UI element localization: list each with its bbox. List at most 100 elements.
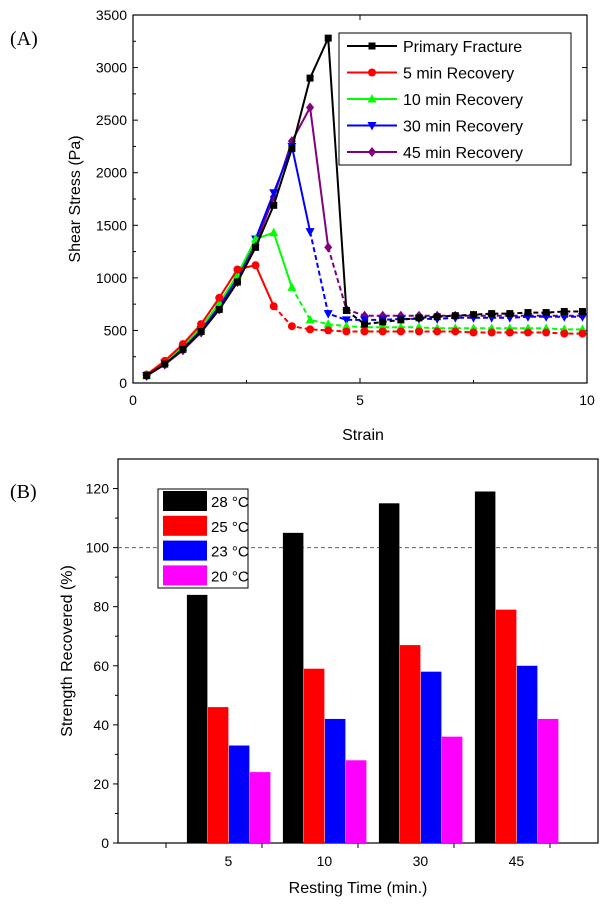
data-point bbox=[269, 302, 278, 311]
legend-label: 28 °C bbox=[211, 494, 249, 511]
y-tick-label-b: 120 bbox=[86, 481, 110, 497]
x-axis-label-b: Resting Time (min.) bbox=[289, 880, 428, 897]
legend-swatch bbox=[163, 515, 207, 536]
y-tick-label-a: 2500 bbox=[96, 112, 127, 128]
legend-label: 10 min Recovery bbox=[403, 92, 523, 109]
bar bbox=[249, 772, 271, 843]
data-point bbox=[578, 308, 586, 316]
y-tick-label-b: 0 bbox=[101, 835, 109, 851]
data-point bbox=[324, 34, 332, 42]
legend-marker bbox=[368, 68, 376, 77]
data-point bbox=[470, 311, 477, 319]
data-point bbox=[451, 312, 459, 320]
data-point bbox=[306, 102, 315, 113]
data-point bbox=[233, 278, 241, 286]
data-point bbox=[378, 327, 387, 336]
data-point bbox=[342, 306, 350, 314]
bar bbox=[516, 665, 538, 843]
y-tick-label-a: 1500 bbox=[96, 217, 127, 233]
data-point bbox=[305, 228, 315, 237]
legend-label: 5 min Recovery bbox=[403, 66, 514, 83]
series-line-solid bbox=[146, 37, 348, 377]
data-point bbox=[251, 261, 260, 270]
y-tick-label-b: 20 bbox=[93, 776, 109, 792]
data-point bbox=[433, 327, 442, 336]
series-line-solid bbox=[146, 104, 330, 377]
panel-b-label: (B) bbox=[10, 481, 37, 503]
bar bbox=[207, 707, 229, 843]
bar bbox=[378, 503, 400, 843]
data-point bbox=[397, 316, 405, 324]
bar bbox=[420, 671, 442, 843]
bar bbox=[324, 718, 346, 843]
data-point bbox=[287, 322, 296, 331]
data-point bbox=[469, 328, 478, 337]
bar bbox=[537, 718, 559, 843]
panel-a-label: (A) bbox=[10, 28, 38, 50]
legend-label: 25 °C bbox=[211, 519, 249, 536]
legend-label: 20 °C bbox=[211, 568, 249, 585]
data-point bbox=[396, 327, 405, 336]
series-line-dashed bbox=[327, 247, 583, 317]
data-point bbox=[415, 314, 423, 322]
data-point bbox=[360, 327, 369, 336]
data-point bbox=[560, 329, 569, 338]
data-point bbox=[215, 305, 223, 313]
data-point bbox=[451, 327, 460, 336]
y-tick-label-a: 0 bbox=[119, 375, 127, 391]
y-tick-label-b: 80 bbox=[93, 599, 109, 615]
data-point bbox=[542, 309, 550, 317]
y-tick-label-a: 2000 bbox=[96, 165, 127, 181]
data-point bbox=[559, 313, 569, 322]
legend-marker bbox=[367, 122, 377, 131]
data-point bbox=[252, 243, 260, 251]
bar bbox=[282, 532, 304, 843]
data-point bbox=[197, 320, 206, 329]
data-point bbox=[524, 309, 532, 317]
data-point bbox=[577, 313, 587, 322]
series-group bbox=[142, 227, 587, 379]
data-point bbox=[270, 201, 278, 209]
data-point bbox=[488, 310, 496, 318]
x-tick-label-b: 10 bbox=[317, 853, 333, 869]
data-point bbox=[233, 265, 242, 274]
y-tick-label-b: 60 bbox=[93, 658, 109, 674]
data-point bbox=[505, 328, 514, 337]
data-point bbox=[306, 74, 314, 82]
series-line-dashed bbox=[272, 305, 583, 335]
bar bbox=[186, 594, 208, 843]
legend-marker bbox=[368, 147, 376, 157]
legend-a: Primary Fracture 5 min Recovery 10 min Rec… bbox=[338, 32, 572, 166]
series-line-solid bbox=[146, 142, 312, 377]
data-point bbox=[578, 329, 587, 338]
y-axis-label-a: Shear Stress (Pa) bbox=[67, 135, 84, 262]
data-point bbox=[341, 316, 351, 325]
x-tick-label-a: 5 bbox=[356, 392, 364, 408]
bar bbox=[495, 609, 517, 843]
data-point bbox=[288, 145, 296, 153]
data-point bbox=[324, 326, 333, 335]
data-point bbox=[342, 327, 351, 336]
data-point bbox=[161, 360, 169, 368]
x-tick-label-b: 45 bbox=[509, 853, 525, 869]
legend-swatch bbox=[163, 540, 207, 561]
y-tick-label-a: 3000 bbox=[96, 60, 127, 76]
x-axis-label-a: Strain bbox=[342, 427, 384, 444]
series-group bbox=[143, 34, 586, 380]
legend-label: 23 °C bbox=[211, 544, 249, 561]
y-tick-label-b: 40 bbox=[93, 717, 109, 733]
legend-swatch bbox=[163, 565, 207, 586]
series-group bbox=[142, 142, 587, 381]
data-point bbox=[433, 313, 441, 321]
data-point bbox=[323, 310, 333, 319]
legend-swatch bbox=[163, 491, 207, 511]
data-point bbox=[269, 189, 279, 198]
legend-b: 28 °C 25 °C 23 °C 20 °C bbox=[157, 488, 249, 589]
bar bbox=[441, 736, 463, 843]
y-tick-label-a: 500 bbox=[104, 322, 128, 338]
data-point bbox=[305, 314, 315, 324]
series-group bbox=[142, 261, 587, 379]
x-tick-label-b: 5 bbox=[225, 853, 233, 869]
panel-b: (B) 0 20 40 60 80 100 120 5 10 30 45 Resting Time (… bbox=[10, 458, 599, 897]
